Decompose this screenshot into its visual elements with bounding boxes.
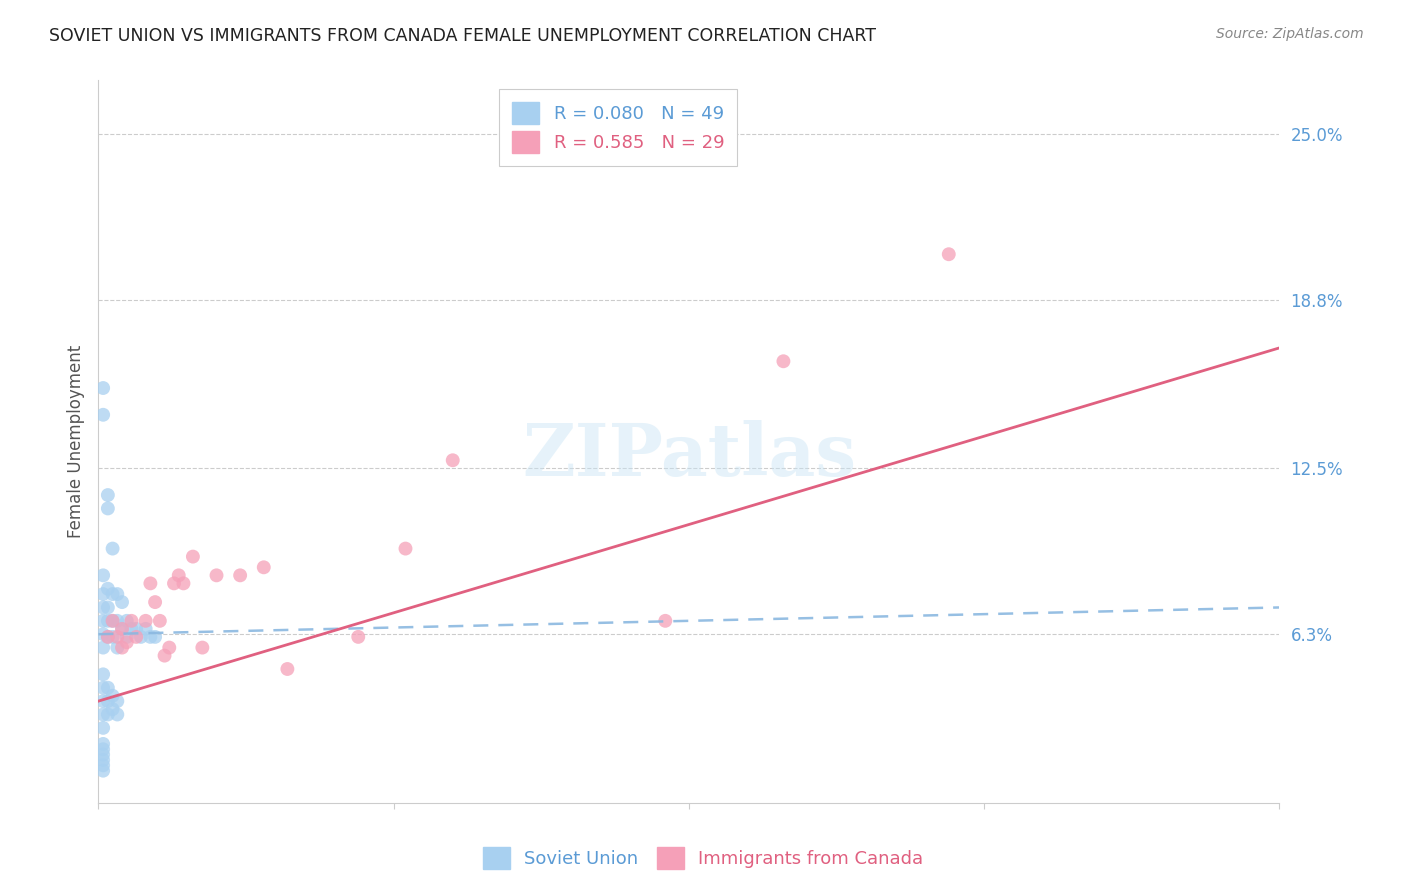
Point xyxy=(105,640,128,655)
Point xyxy=(229,568,252,582)
Point xyxy=(105,707,128,722)
Point xyxy=(101,689,124,703)
Point xyxy=(167,568,190,582)
Point xyxy=(101,587,124,601)
Point xyxy=(105,630,128,644)
Point xyxy=(105,587,128,601)
Point xyxy=(91,667,114,681)
Point xyxy=(111,622,134,636)
Point xyxy=(105,694,128,708)
Point xyxy=(772,354,794,368)
Point xyxy=(91,600,114,615)
Point xyxy=(101,541,124,556)
Point xyxy=(91,381,114,395)
Point xyxy=(101,614,124,628)
Point xyxy=(91,614,114,628)
Point xyxy=(153,648,176,663)
Point xyxy=(91,737,114,751)
Point xyxy=(139,630,162,644)
Point xyxy=(101,702,124,716)
Point xyxy=(654,614,676,628)
Point xyxy=(97,501,120,516)
Point xyxy=(91,694,114,708)
Point xyxy=(91,753,114,767)
Point xyxy=(205,568,228,582)
Point xyxy=(115,635,138,649)
Point xyxy=(97,681,120,695)
Point xyxy=(91,568,114,582)
Point xyxy=(125,622,148,636)
Point xyxy=(91,707,114,722)
Legend: R = 0.080   N = 49, R = 0.585   N = 29: R = 0.080 N = 49, R = 0.585 N = 29 xyxy=(499,89,737,166)
Point xyxy=(97,694,120,708)
Point xyxy=(394,541,416,556)
Point xyxy=(91,681,114,695)
Point xyxy=(97,630,120,644)
Point xyxy=(91,747,114,762)
Point xyxy=(111,595,134,609)
Point xyxy=(253,560,276,574)
Point xyxy=(91,640,114,655)
Point xyxy=(91,627,114,641)
Point xyxy=(938,247,960,261)
Point xyxy=(115,630,138,644)
Point xyxy=(97,707,120,722)
Point xyxy=(97,488,120,502)
Point xyxy=(163,576,186,591)
Point xyxy=(105,614,128,628)
Point xyxy=(191,640,214,655)
Point xyxy=(115,614,138,628)
Text: ZIPatlas: ZIPatlas xyxy=(522,420,856,491)
Legend: Soviet Union, Immigrants from Canada: Soviet Union, Immigrants from Canada xyxy=(474,838,932,879)
Point xyxy=(121,622,143,636)
Text: SOVIET UNION VS IMMIGRANTS FROM CANADA FEMALE UNEMPLOYMENT CORRELATION CHART: SOVIET UNION VS IMMIGRANTS FROM CANADA F… xyxy=(49,27,876,45)
Point xyxy=(172,576,194,591)
Point xyxy=(97,614,120,628)
Point xyxy=(135,614,157,628)
Point xyxy=(91,587,114,601)
Point xyxy=(135,622,157,636)
Point xyxy=(91,408,114,422)
Point xyxy=(149,614,172,628)
Point xyxy=(139,576,162,591)
Point xyxy=(91,742,114,756)
Point xyxy=(111,622,134,636)
Point xyxy=(97,630,120,644)
Point xyxy=(101,614,124,628)
Point xyxy=(157,640,180,655)
Point xyxy=(97,600,120,615)
Point xyxy=(97,582,120,596)
Y-axis label: Female Unemployment: Female Unemployment xyxy=(66,345,84,538)
Point xyxy=(143,595,166,609)
Point xyxy=(143,630,166,644)
Point xyxy=(129,630,152,644)
Point xyxy=(91,764,114,778)
Text: Source: ZipAtlas.com: Source: ZipAtlas.com xyxy=(1216,27,1364,41)
Point xyxy=(441,453,464,467)
Point xyxy=(181,549,204,564)
Point xyxy=(347,630,370,644)
Point xyxy=(91,721,114,735)
Point xyxy=(125,630,148,644)
Point xyxy=(101,630,124,644)
Point xyxy=(111,640,134,655)
Point xyxy=(121,614,143,628)
Point xyxy=(91,758,114,772)
Point xyxy=(276,662,298,676)
